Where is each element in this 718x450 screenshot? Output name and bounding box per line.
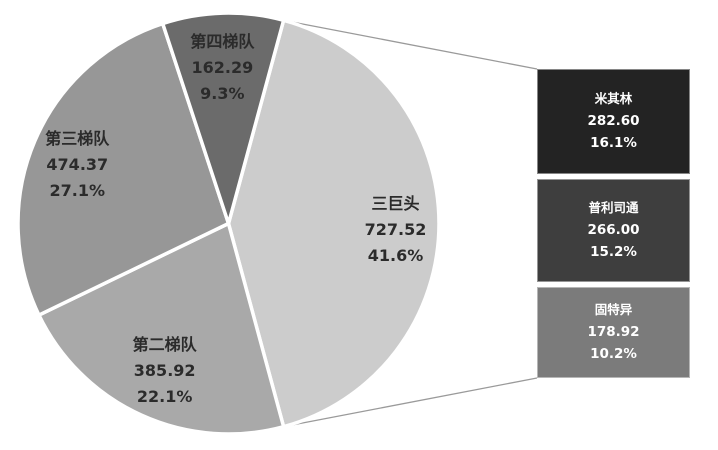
segment-percent: 10.2% — [590, 346, 637, 363]
bar-segment-michelin: 米其林 282.60 16.1% — [537, 69, 690, 174]
bar-segment-goodyear: 固特异 178.92 10.2% — [537, 286, 690, 378]
leader-line-top — [283, 19, 538, 70]
pie-slice-1 — [226, 18, 441, 429]
segment-name: 固特异 — [594, 302, 633, 318]
segment-value: 282.60 — [587, 113, 640, 130]
pie-slice-4 — [160, 11, 286, 226]
segment-percent: 16.1% — [590, 135, 637, 152]
bar-segment-bridgestone: 普利司通 266.00 15.2% — [537, 178, 690, 282]
segment-name: 普利司通 — [588, 200, 639, 216]
segment-percent: 15.2% — [590, 244, 637, 261]
segment-name: 米其林 — [594, 91, 633, 107]
pie-slice-3 — [16, 21, 231, 317]
breakdown-bar: 米其林 282.60 16.1% 普利司通 266.00 15.2% 固特异 1… — [537, 69, 690, 378]
segment-value: 178.92 — [587, 324, 640, 341]
leader-line-bottom — [283, 377, 538, 428]
segment-value: 266.00 — [587, 222, 640, 239]
pie-slice-2 — [37, 221, 286, 436]
